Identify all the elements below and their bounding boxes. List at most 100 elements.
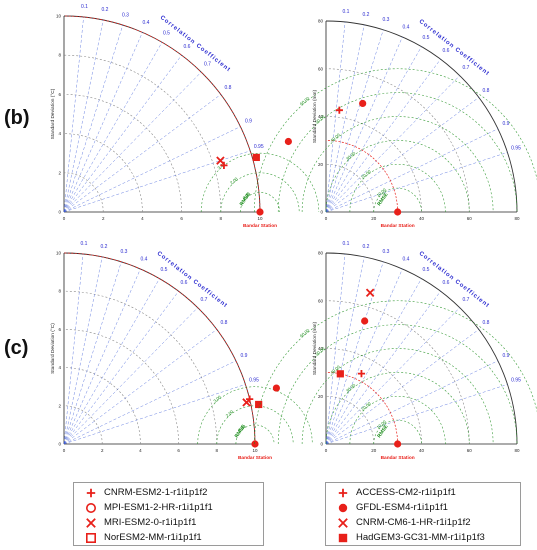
- y-tick-label: 0: [58, 210, 61, 215]
- rmse-tick-label: 20.00: [360, 401, 372, 412]
- rmse-tick-label: 10.00: [376, 419, 388, 430]
- rmse-tick-label: 30.00: [345, 382, 357, 393]
- legend-right: ACCESS-CM2-r1i1p1f1 GFDL-ESM4-r1i1p1f1 CNR…: [325, 482, 521, 546]
- correlation-ray: [63, 71, 202, 213]
- correlation-tick-label: 0.3: [383, 17, 390, 23]
- correlation-tick-label: 0.7: [204, 62, 211, 68]
- correlation-ray: [325, 307, 460, 445]
- legend-marker-shape: [86, 488, 96, 497]
- legend-marker-shape: [338, 517, 348, 528]
- rmse-arc: [373, 419, 422, 445]
- rmse-tick-label: 2.00: [225, 409, 235, 419]
- legend-marker-x-icon: [86, 517, 96, 528]
- taylor-panel-b-right: 00 20 20 40 40 60 60 80 80 0.1 0.2 0.3 0.4 0.5 0.6 0.7 0…: [254, 9, 537, 229]
- x-tick-label: 2: [101, 448, 104, 453]
- legend-label: NorESM2-MM-r1i1p1f1: [104, 532, 202, 543]
- x-tick-label: 6: [177, 448, 180, 453]
- std-arc: [325, 68, 470, 213]
- std-arc: [63, 172, 104, 213]
- x-tick-label: 10: [252, 448, 258, 453]
- correlation-ray: [325, 46, 422, 213]
- model-point-circle-filled: [284, 137, 292, 146]
- legend-marker-shape: [338, 503, 348, 512]
- y-tick-label: 10: [56, 251, 62, 256]
- taylor-panel-c-left: 00 2 2 4 4 6 6 8 8 10 10 0.1 0.2 0.3 0.4 0.5 0.6 0.7 0.8 0.…: [50, 241, 313, 461]
- rmse-arc: [240, 192, 280, 213]
- panel-label-c: (c): [4, 337, 28, 359]
- correlation-ray: [325, 152, 508, 213]
- correlation-ray: [63, 16, 84, 213]
- correlation-ray: [63, 150, 251, 213]
- correlation-ray: [325, 97, 479, 213]
- legend-marker-shape: [338, 488, 348, 497]
- rmse-tick-label: 30.00: [345, 150, 357, 161]
- rmse-tick-label: 10.00: [376, 187, 388, 198]
- y-axis-title: Standard Deviation (mm): [312, 89, 318, 143]
- legend-marker-shape: [86, 517, 96, 528]
- correlation-ray: [63, 256, 103, 445]
- correlation-ray: [63, 24, 124, 213]
- legend-label: CNRM-ESM2-1-r1i1p1f2: [104, 487, 208, 498]
- legend-marker-shape: [338, 533, 348, 542]
- reference-std-arc: [325, 140, 398, 213]
- legend-left: CNRM-ESM2-1-r1i1p1f2 MPI-ESM1-2-HR-r1i1p1…: [73, 482, 264, 546]
- legend-label: HadGEM3-GC31-MM-r1i1p1f3: [356, 532, 485, 543]
- x-tick-label: 20: [371, 448, 377, 453]
- rmse-arc: [349, 396, 446, 445]
- legend-marker-shape: [86, 502, 96, 513]
- correlation-tick-label: 0.6: [443, 48, 450, 54]
- model-point-circle-filled: [251, 440, 259, 448]
- model-point-square-filled: [252, 153, 260, 162]
- std-arc: [325, 163, 375, 213]
- x-tick-label: 60: [467, 216, 473, 221]
- rmse-arc: [373, 187, 422, 213]
- y-tick-label: 40: [318, 114, 324, 119]
- correlation-tick-label: 0.4: [141, 257, 148, 263]
- legend-marker-shape: [86, 532, 96, 543]
- x-tick-label: 20: [371, 216, 377, 221]
- rmse-tick-label: 1.00: [242, 191, 252, 201]
- model-point-square-filled: [336, 370, 344, 378]
- correlation-tick-label: 0.3: [383, 249, 390, 255]
- model-point-x: [216, 156, 225, 165]
- correlation-ray: [325, 75, 460, 213]
- model-point-plus: [220, 161, 228, 169]
- correlation-tick-label: 0.4: [403, 257, 410, 263]
- std-arc: [63, 54, 222, 213]
- correlation-axis-title: Correlation Coefficient: [156, 251, 229, 310]
- model-point-circle-filled: [272, 384, 281, 392]
- correlation-tick-label: 0.95: [249, 378, 259, 384]
- y-axis-title: Standard Deviation (°C): [50, 88, 56, 139]
- std-arc: [63, 405, 103, 445]
- model-point-circle-filled: [394, 440, 402, 448]
- rmse-arc: [277, 92, 518, 213]
- y-tick-label: 20: [318, 162, 324, 167]
- correlation-ray: [325, 329, 479, 445]
- correlation-tick-label: 0.5: [423, 35, 430, 41]
- legend-label: ACCESS-CM2-r1i1p1f1: [356, 487, 456, 498]
- std-arc: [63, 290, 218, 445]
- y-tick-label: 0: [58, 442, 61, 447]
- legend-entry: HadGEM3-GC31-MM-r1i1p1f3: [330, 530, 520, 545]
- correlation-ray: [325, 24, 365, 213]
- y-tick-label: 4: [58, 131, 61, 136]
- rmse-arc: [325, 372, 470, 445]
- std-arc: [325, 252, 518, 445]
- correlation-ray: [63, 19, 104, 213]
- x-axis-title: Bandar Station: [243, 223, 277, 229]
- model-point-square-filled: [255, 400, 263, 409]
- x-tick-label: 4: [139, 448, 142, 453]
- legend-marker-x-icon: [338, 517, 348, 528]
- correlation-ray: [63, 384, 246, 445]
- x-tick-label: 6: [180, 216, 183, 221]
- model-point-circle-filled: [394, 208, 402, 216]
- rmse-tick-label: 40.00: [330, 364, 342, 375]
- rmse-tick-label: 60.00: [299, 327, 311, 338]
- correlation-tick-label: 0.7: [201, 297, 208, 303]
- correlation-tick-label: 0.95: [511, 146, 521, 152]
- legend-entry: CNRM-ESM2-1-r1i1p1f2: [78, 485, 263, 500]
- taylor-panel-b-left: 002244668810100.10.20.30.40.50.60.70.80.…: [50, 4, 320, 229]
- reference-std-arc: [63, 15, 261, 213]
- x-tick-label: 8: [216, 448, 219, 453]
